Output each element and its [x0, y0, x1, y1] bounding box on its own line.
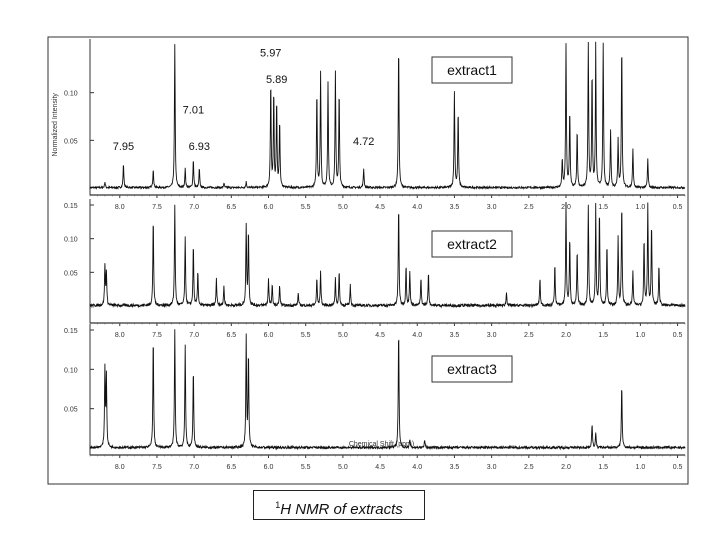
panel-name-box: [431, 355, 513, 383]
x-tick-label: 1.5: [598, 204, 608, 211]
x-tick-label: 2.5: [524, 204, 534, 211]
x-tick-label: 5.0: [338, 464, 348, 471]
x-tick-label: 7.5: [152, 204, 162, 211]
panel-name-box: [431, 230, 513, 258]
y-tick-label: 0.05: [64, 270, 78, 277]
panel-extract3: 0.15 0.10 0.05 8.0 7.5 7.0 6.5 6.0 5.5 5.0 4.5 4.0 3…: [64, 324, 686, 471]
panel-name-label: extract2: [447, 236, 497, 252]
y-tick-label: 0.15: [64, 328, 78, 335]
y-tick-label: 0.10: [64, 367, 78, 374]
x-tick-label: 1.5: [598, 332, 608, 339]
x-tick-label: 3.0: [487, 204, 497, 211]
x-tick-label: 2.5: [524, 464, 534, 471]
x-tick-label: 5.0: [338, 204, 348, 211]
x-tick-label: 5.5: [301, 464, 311, 471]
x-tick-label: 7.0: [189, 204, 199, 211]
y-axis-label: Normalized Intensity: [52, 93, 59, 157]
peak-label: 6.93: [189, 141, 210, 153]
y-tick-label: 0.10: [64, 237, 78, 244]
peak-label: 5.97: [260, 47, 281, 59]
x-tick-label: 1.5: [598, 464, 608, 471]
x-tick-label: 7.0: [189, 464, 199, 471]
x-tick-label: 6.5: [226, 332, 236, 339]
x-tick-label: 4.5: [375, 204, 385, 211]
x-tick-label: 5.5: [301, 332, 311, 339]
x-tick-label: 2.5: [524, 332, 534, 339]
caption-superscript: 1: [275, 500, 281, 510]
y-tick-label: 0.05: [64, 407, 78, 414]
peak-label: 4.72: [353, 136, 374, 148]
x-tick-label: 8.0: [115, 464, 125, 471]
x-tick-label: 4.0: [412, 204, 422, 211]
peak-label: 5.89: [266, 74, 287, 86]
x-tick-label: 3.5: [450, 332, 460, 339]
x-tick-label: 3.0: [487, 464, 497, 471]
x-tick-label: 3.5: [450, 204, 460, 211]
x-tick-label: 1.0: [636, 464, 646, 471]
x-tick-label: 1.0: [636, 204, 646, 211]
x-tick-label: 4.0: [412, 332, 422, 339]
x-tick-label: 0.5: [673, 204, 683, 211]
x-tick-label: 3.5: [450, 464, 460, 471]
figure-caption: 1H NMR of extracts: [253, 490, 425, 520]
x-tick-label: 6.0: [264, 332, 274, 339]
x-tick-label: 7.5: [152, 332, 162, 339]
x-tick-label: 3.0: [487, 332, 497, 339]
panel-name-label: extract3: [447, 361, 497, 377]
x-tick-label: 7.5: [152, 464, 162, 471]
spectrum-line-extract1: [89, 41, 686, 191]
x-tick-label: 0.5: [673, 464, 683, 471]
x-tick-label: 6.5: [226, 464, 236, 471]
x-tick-label: 4.5: [375, 464, 385, 471]
x-tick-label: 2.0: [561, 332, 571, 339]
spectrum-line-extract2: [89, 201, 686, 309]
x-tick-label: 5.5: [301, 204, 311, 211]
x-tick-label: 1.0: [636, 332, 646, 339]
y-tick-label: 0.15: [64, 203, 78, 210]
x-tick-label: 7.0: [189, 332, 199, 339]
x-tick-label: 6.0: [264, 464, 274, 471]
nmr-panels: 0.10 0.05 Normalized Intensity 8.0 7.5 7.0 6.5…: [52, 39, 686, 471]
panel-extract1: 0.10 0.05 Normalized Intensity 8.0 7.5 7.0 6.5…: [52, 39, 686, 211]
x-tick-label: 0.5: [673, 332, 683, 339]
panel-name-box: [431, 56, 513, 84]
peak-label: 7.95: [113, 141, 134, 153]
caption-text: H NMR of extracts: [280, 501, 403, 518]
peak-label: 7.01: [183, 105, 204, 117]
x-tick-label: 2.0: [561, 464, 571, 471]
y-tick-label: 0.05: [64, 138, 78, 145]
x-tick-label: 5.0: [338, 332, 348, 339]
spectrum-line-extract3: [89, 329, 686, 451]
panel-extract2: 0.15 0.10 0.05 8.0 7.5 7.0 6.5 6.0 5.5 5.0 4.5 4.0 3…: [64, 199, 686, 339]
panel-name-label: extract1: [447, 62, 497, 78]
x-tick-label: 8.0: [115, 332, 125, 339]
x-tick-label: 6.0: [264, 204, 274, 211]
x-axis-label: Chemical Shift (ppm): [349, 441, 414, 448]
x-tick-label: 4.0: [412, 464, 422, 471]
x-tick-label: 6.5: [226, 204, 236, 211]
x-tick-label: 4.5: [375, 332, 385, 339]
x-tick-label: 8.0: [115, 204, 125, 211]
plot-frame: [47, 36, 689, 485]
y-tick-label: 0.10: [64, 91, 78, 98]
